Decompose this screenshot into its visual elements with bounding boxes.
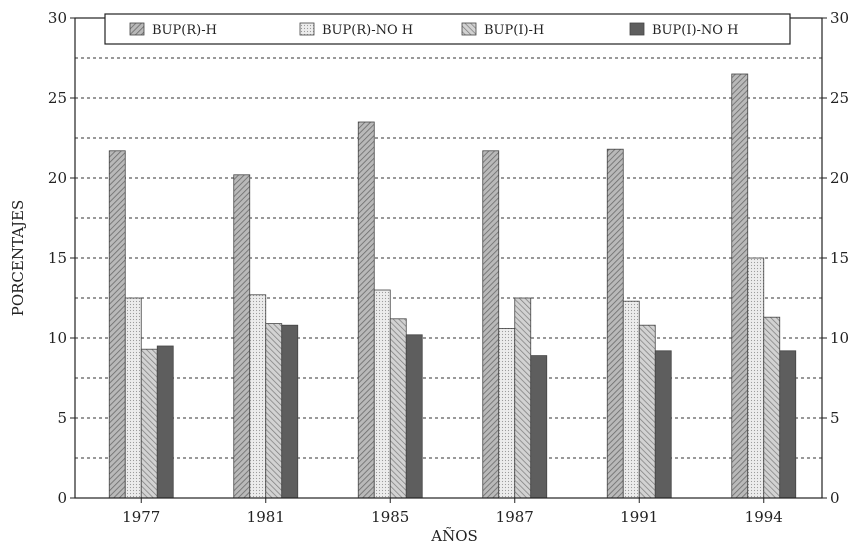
y-tick-label-right: 25 xyxy=(830,89,849,107)
bar-bup-i-h-1985 xyxy=(389,318,407,499)
x-tick-label: 1977 xyxy=(122,508,160,526)
y-tick-label-right: 0 xyxy=(830,489,840,507)
grid-lines xyxy=(75,57,822,459)
legend-swatch xyxy=(129,22,145,36)
x-tick-label: 1981 xyxy=(247,508,285,526)
y-tick-label-left: 25 xyxy=(48,89,67,107)
y-tick-label-left: 0 xyxy=(57,489,67,507)
x-tick-label: 1991 xyxy=(620,508,658,526)
legend-swatch xyxy=(629,22,645,36)
bar-bup-i-no-h-1977 xyxy=(156,345,174,499)
bar-bup-r-h-1985 xyxy=(357,121,375,499)
legend-box xyxy=(104,13,791,45)
bar-bup-i-no-h-1987 xyxy=(530,355,548,499)
y-axis-title: PORCENTAJES xyxy=(9,200,27,317)
bar-bup-r-no-h-1977 xyxy=(124,297,142,499)
y-tick-label-left: 5 xyxy=(57,409,67,427)
bar-bup-i-no-h-1994 xyxy=(779,350,797,499)
bar-bup-r-no-h-1985 xyxy=(373,289,391,499)
bar-bup-i-no-h-1991 xyxy=(654,350,672,499)
bar-bup-i-h-1994 xyxy=(763,316,781,499)
y-tick-label-right: 10 xyxy=(830,329,849,347)
bar-bup-r-no-h-1991 xyxy=(622,300,640,499)
bar-bup-i-h-1981 xyxy=(265,323,283,499)
y-tick-label-left: 20 xyxy=(48,169,67,187)
legend-swatch xyxy=(299,22,315,36)
bars xyxy=(108,73,797,499)
x-tick-label: 1985 xyxy=(371,508,409,526)
bar-bup-i-no-h-1981 xyxy=(281,324,299,499)
bar-bup-i-h-1987 xyxy=(514,297,532,499)
bar-bup-r-no-h-1987 xyxy=(498,327,516,499)
x-tick-label: 1994 xyxy=(745,508,783,526)
bar-bup-r-no-h-1981 xyxy=(249,294,267,499)
y-tick-label-right: 15 xyxy=(830,249,849,267)
x-tick-label: 1987 xyxy=(496,508,534,526)
y-tick-label-right: 5 xyxy=(830,409,840,427)
x-axis-title: AÑOS xyxy=(430,527,478,545)
bar-bup-r-h-1994 xyxy=(731,73,749,499)
bar-bup-r-no-h-1994 xyxy=(747,257,765,499)
y-tick-label-left: 30 xyxy=(48,9,67,27)
legend: BUP(R)-H BUP(R)-NO H BUP(I)-H BUP(I)-NO H xyxy=(104,13,791,45)
legend-swatch xyxy=(461,22,477,36)
legend-label: BUP(R)-NO H xyxy=(322,23,413,38)
bar-bup-i-h-1991 xyxy=(638,324,656,499)
bar-bup-r-h-1977 xyxy=(108,150,126,499)
bar-bup-i-h-1977 xyxy=(140,348,158,499)
y-tick-label-left: 10 xyxy=(48,329,67,347)
legend-label: BUP(I)-NO H xyxy=(652,23,738,38)
axes xyxy=(70,17,827,503)
y-tick-label-right: 20 xyxy=(830,169,849,187)
bar-bup-r-h-1991 xyxy=(606,148,624,499)
y-tick-label-left: 15 xyxy=(48,249,67,267)
bar-bup-i-no-h-1985 xyxy=(405,334,423,499)
bar-bup-r-h-1987 xyxy=(482,150,500,499)
y-tick-label-right: 30 xyxy=(830,9,849,27)
legend-label: BUP(I)-H xyxy=(484,23,544,38)
legend-label: BUP(R)-H xyxy=(152,23,217,38)
tick-labels: 0 0 5 5 10 10 15 15 20 20 25 25 30 30 1977 1981 1985 1987… xyxy=(48,9,849,526)
bar-bup-r-h-1981 xyxy=(233,174,251,499)
